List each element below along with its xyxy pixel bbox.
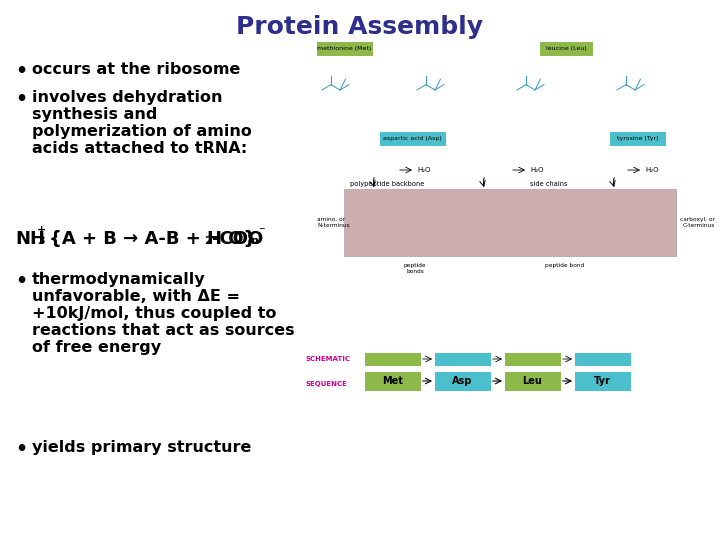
FancyBboxPatch shape bbox=[505, 372, 560, 390]
Text: H₂O: H₂O bbox=[417, 167, 431, 173]
FancyBboxPatch shape bbox=[539, 42, 593, 56]
FancyBboxPatch shape bbox=[364, 353, 420, 366]
Text: NH: NH bbox=[15, 230, 45, 248]
FancyBboxPatch shape bbox=[434, 372, 490, 390]
Text: of free energy: of free energy bbox=[32, 340, 161, 355]
Text: H₂O: H₂O bbox=[645, 167, 659, 173]
Text: 3: 3 bbox=[37, 236, 45, 246]
FancyBboxPatch shape bbox=[575, 353, 631, 366]
Text: peptide bond: peptide bond bbox=[545, 263, 585, 268]
Text: n: n bbox=[250, 236, 258, 246]
FancyBboxPatch shape bbox=[379, 132, 446, 145]
Text: amino, or
N-terminus: amino, or N-terminus bbox=[317, 217, 350, 228]
FancyBboxPatch shape bbox=[505, 353, 560, 366]
Text: occurs at the ribosome: occurs at the ribosome bbox=[32, 62, 240, 77]
Text: polypeptide backbone: polypeptide backbone bbox=[350, 181, 424, 187]
Text: polymerization of amino: polymerization of amino bbox=[32, 124, 252, 139]
Text: Leu: Leu bbox=[523, 376, 542, 386]
Text: H₂O: H₂O bbox=[530, 167, 544, 173]
Text: synthesis and: synthesis and bbox=[32, 107, 158, 122]
Text: +10kJ/mol, thus coupled to: +10kJ/mol, thus coupled to bbox=[32, 306, 276, 321]
FancyBboxPatch shape bbox=[344, 189, 676, 256]
Text: +: + bbox=[37, 225, 46, 235]
Text: •: • bbox=[15, 440, 27, 459]
Text: thermodynamically: thermodynamically bbox=[32, 272, 206, 287]
Text: 2: 2 bbox=[204, 236, 212, 246]
Text: reactions that act as sources: reactions that act as sources bbox=[32, 323, 294, 338]
Text: peptide
bonds: peptide bonds bbox=[404, 263, 426, 274]
Text: •: • bbox=[15, 272, 27, 291]
Text: methionine (Met): methionine (Met) bbox=[318, 46, 372, 51]
Text: side chains: side chains bbox=[530, 181, 567, 187]
Text: Protein Assembly: Protein Assembly bbox=[236, 15, 484, 39]
Text: carboxyl, or
C-terminus: carboxyl, or C-terminus bbox=[680, 217, 715, 228]
Text: ⁻: ⁻ bbox=[258, 225, 265, 238]
Text: unfavorable, with ΔE =: unfavorable, with ΔE = bbox=[32, 289, 240, 304]
Text: Asp: Asp bbox=[452, 376, 473, 386]
FancyBboxPatch shape bbox=[364, 372, 420, 390]
Text: Tyr: Tyr bbox=[594, 376, 611, 386]
Text: •: • bbox=[15, 90, 27, 109]
Text: -COO: -COO bbox=[212, 230, 264, 248]
Text: SEQUENCE: SEQUENCE bbox=[305, 381, 347, 387]
Text: involves dehydration: involves dehydration bbox=[32, 90, 222, 105]
Text: •: • bbox=[15, 62, 27, 81]
Text: {A + B → A-B + H O}: {A + B → A-B + H O} bbox=[49, 230, 256, 248]
Text: SCHEMATIC: SCHEMATIC bbox=[305, 356, 350, 362]
Text: tyrosine (Tyr): tyrosine (Tyr) bbox=[617, 136, 658, 141]
Text: acids attached to tRNA:: acids attached to tRNA: bbox=[32, 141, 247, 156]
Text: yields primary structure: yields primary structure bbox=[32, 440, 251, 455]
Text: Met: Met bbox=[382, 376, 403, 386]
FancyBboxPatch shape bbox=[610, 132, 665, 145]
Text: leucine (Leu): leucine (Leu) bbox=[546, 46, 586, 51]
FancyBboxPatch shape bbox=[575, 372, 631, 390]
Text: aspartic acid (Asp): aspartic acid (Asp) bbox=[383, 136, 442, 141]
FancyBboxPatch shape bbox=[317, 42, 372, 56]
FancyBboxPatch shape bbox=[434, 353, 490, 366]
